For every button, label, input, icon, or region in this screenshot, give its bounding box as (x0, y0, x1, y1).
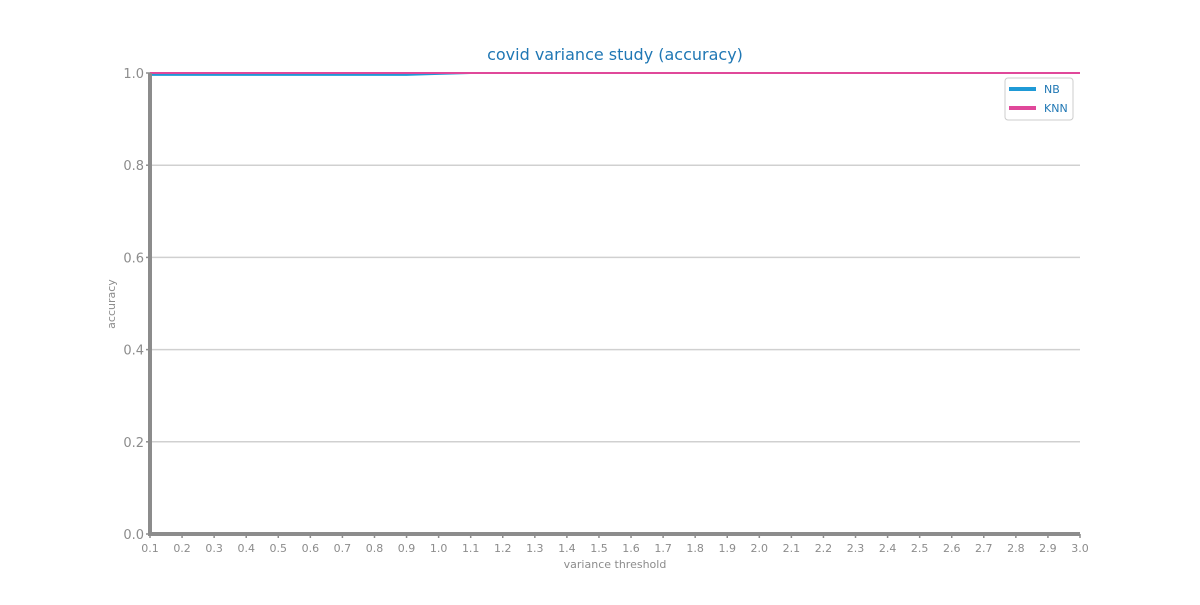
x-tick-label: 2.9 (1039, 542, 1057, 555)
chart-title: covid variance study (accuracy) (487, 45, 743, 64)
grid-lines (150, 72, 1080, 443)
x-tick-label: 2.8 (1007, 542, 1025, 555)
x-tick-label: 2.5 (911, 542, 929, 555)
x-tick-label: 1.8 (686, 542, 704, 555)
x-tick-label: 1.6 (622, 542, 640, 555)
x-tick-label: 1.9 (718, 542, 736, 555)
x-tick-label: 1.4 (558, 542, 576, 555)
x-tick-label: 2.0 (751, 542, 769, 555)
x-axis-ticks: 0.1 0.2 0.3 0.4 0.5 0.6 0.7 0.8 0.9 1.0 1.1 1.2 1.3 1… (141, 534, 1089, 555)
axes (148, 73, 1080, 536)
x-tick-label: 0.2 (173, 542, 191, 555)
x-tick-label: 0.6 (302, 542, 320, 555)
y-axis-ticks: 0.0 0.2 0.4 0.6 0.8 1.0 (123, 67, 150, 543)
legend-label-knn: KNN (1044, 102, 1068, 115)
x-tick-label: 1.3 (526, 542, 544, 555)
x-tick-label: 2.2 (815, 542, 833, 555)
x-tick-label: 2.4 (879, 542, 897, 555)
y-tick-label: 1.0 (123, 67, 144, 82)
x-tick-label: 1.5 (590, 542, 608, 555)
x-tick-label: 2.6 (943, 542, 961, 555)
x-tick-label: 0.7 (334, 542, 352, 555)
y-tick-label: 0.2 (123, 436, 144, 451)
y-axis-label: accuracy (105, 279, 118, 329)
x-tick-label: 2.7 (975, 542, 993, 555)
x-tick-label: 0.1 (141, 542, 159, 555)
x-tick-label: 0.4 (237, 542, 255, 555)
y-tick-label: 0.8 (123, 159, 144, 174)
x-tick-label: 1.0 (430, 542, 448, 555)
x-tick-label: 2.1 (783, 542, 801, 555)
x-tick-label: 0.9 (398, 542, 416, 555)
x-tick-label: 2.3 (847, 542, 865, 555)
x-tick-label: 1.2 (494, 542, 512, 555)
legend-label-nb: NB (1044, 83, 1060, 96)
legend: NB KNN (1004, 77, 1074, 121)
series-lines (150, 72, 1080, 76)
x-tick-label: 0.3 (205, 542, 223, 555)
x-tick-label: 3.0 (1071, 542, 1089, 555)
x-tick-label: 1.1 (462, 542, 480, 555)
x-tick-label: 0.5 (270, 542, 288, 555)
x-axis-label: variance threshold (564, 558, 667, 571)
y-tick-label: 0.0 (123, 528, 144, 543)
x-tick-label: 0.8 (366, 542, 384, 555)
y-tick-label: 0.4 (123, 344, 144, 359)
x-tick-label: 1.7 (654, 542, 672, 555)
y-tick-label: 0.6 (123, 251, 144, 266)
